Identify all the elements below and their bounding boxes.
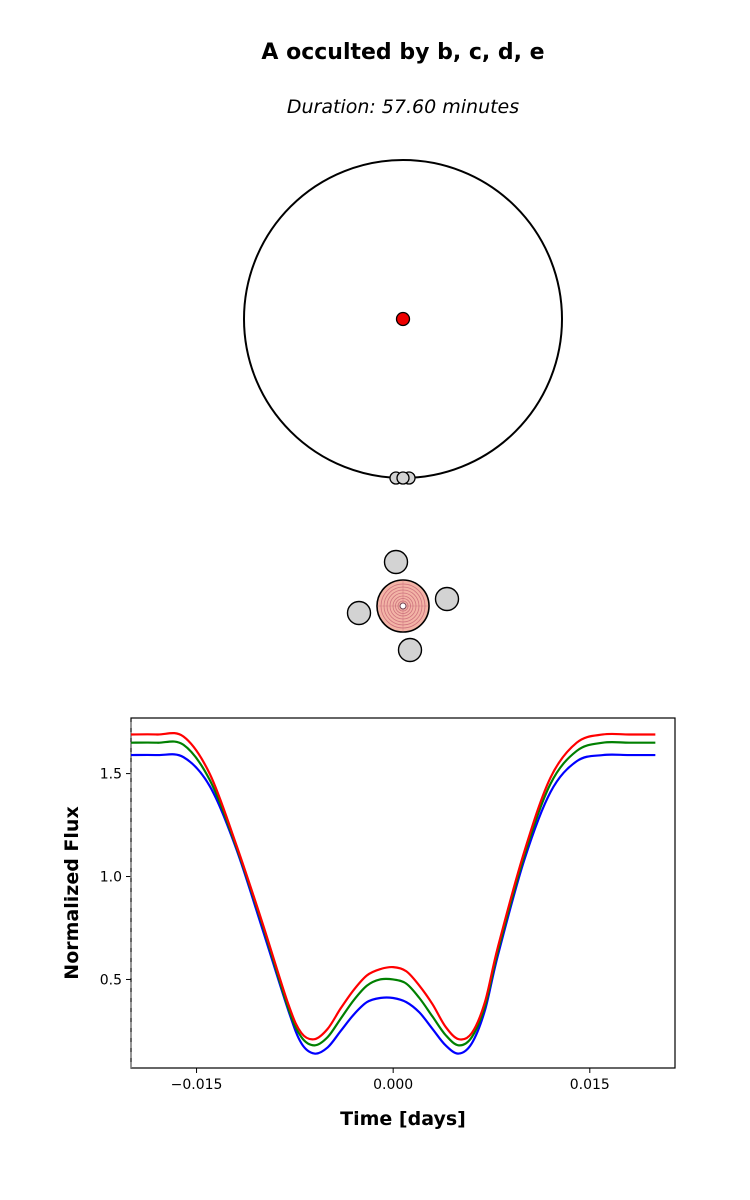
y-tick-label: 1.5 (100, 767, 122, 783)
y-tick-label: 1.0 (100, 870, 122, 886)
flux-series-red (130, 732, 656, 1041)
x-axis-label: Time [days] (340, 1108, 466, 1130)
figure-title: A occulted by b, c, d, e (261, 40, 545, 65)
x-tick-label: 0.000 (373, 1077, 413, 1093)
flux-series-blue (130, 753, 656, 1055)
plot-frame (130, 717, 676, 1069)
y-axis-label: Normalized Flux (61, 806, 83, 979)
y-tick-label: 0.5 (100, 972, 122, 988)
x-tick-label: −0.015 (171, 1077, 223, 1093)
x-tick-label: 0.015 (570, 1077, 610, 1093)
figure-subtitle: Duration: 57.60 minutes (286, 96, 520, 118)
